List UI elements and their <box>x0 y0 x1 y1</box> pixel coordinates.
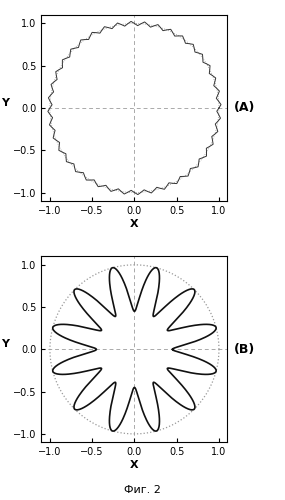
Text: (A): (A) <box>234 102 256 114</box>
X-axis label: X: X <box>130 460 139 470</box>
Text: (B): (B) <box>234 343 256 356</box>
Y-axis label: Y: Y <box>1 340 9 349</box>
Text: Фиг. 2: Фиг. 2 <box>124 485 161 495</box>
Y-axis label: Y: Y <box>1 98 9 108</box>
X-axis label: X: X <box>130 218 139 228</box>
